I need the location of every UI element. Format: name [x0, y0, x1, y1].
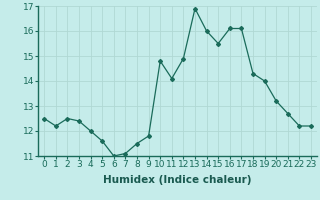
- X-axis label: Humidex (Indice chaleur): Humidex (Indice chaleur): [103, 175, 252, 185]
